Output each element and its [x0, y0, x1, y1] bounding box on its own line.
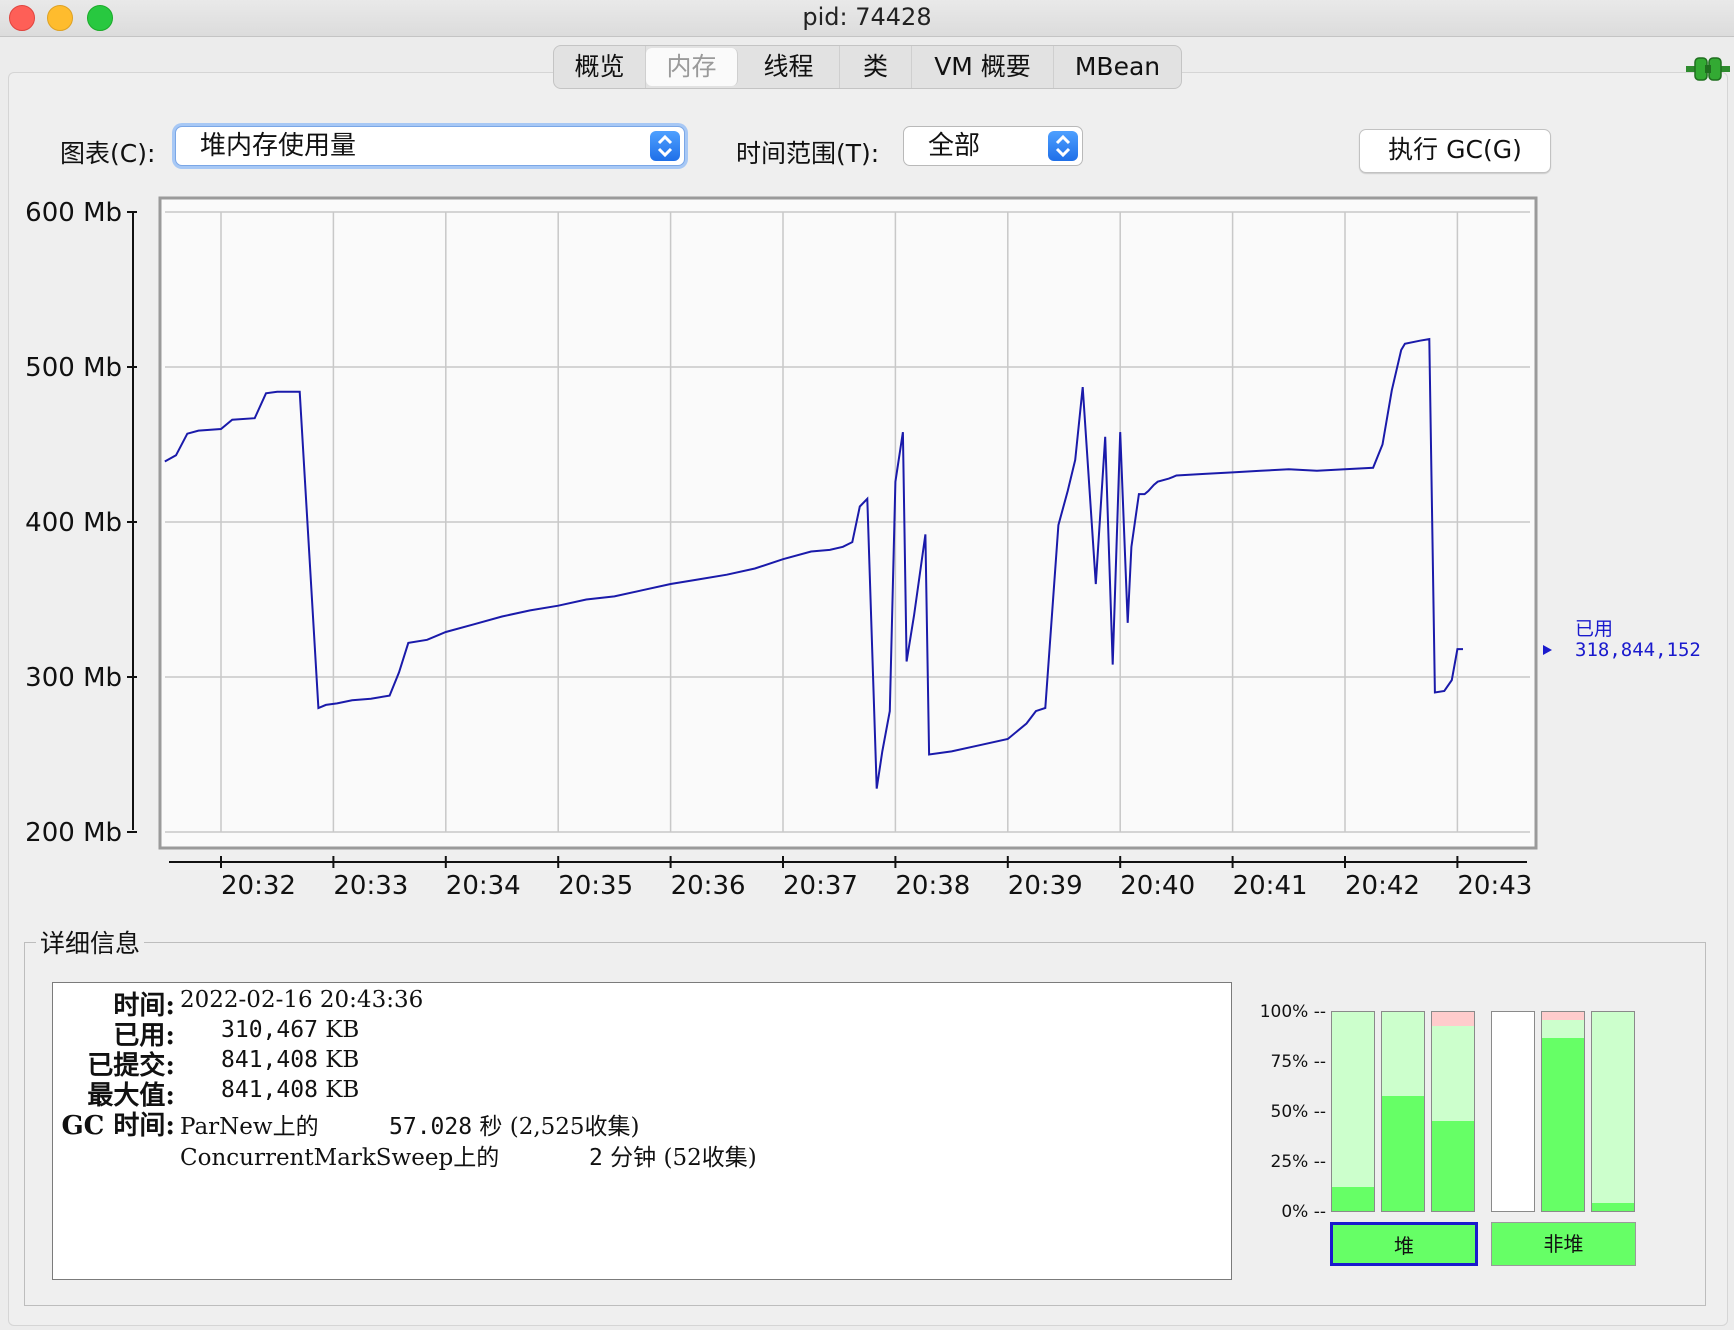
used-unit: KB — [325, 1017, 360, 1043]
tab-overview[interactable]: 概览 — [554, 46, 646, 88]
range-select[interactable]: 全部 — [903, 126, 1083, 166]
heap-usage-chart: 600 Mb 500 Mb 400 Mb 300 Mb 200 Mb 20:32 20:3… — [25, 196, 1701, 901]
used-value: 310,467 — [221, 1017, 318, 1043]
window-title: pid: 74428 — [802, 3, 932, 31]
current-value-number: 318,844,152 — [1575, 639, 1701, 661]
time-label: 时间: — [113, 991, 175, 1021]
x-tick-label: 20:40 — [1120, 871, 1195, 901]
tab-mbean[interactable]: MBean — [1074, 52, 1161, 81]
gc1-name: ParNew上的 — [180, 1114, 319, 1140]
perform-gc-button[interactable]: 执行 GC(G) — [1359, 129, 1551, 173]
x-tick-label: 20:43 — [1457, 871, 1532, 901]
y-tick-label: 300 Mb — [25, 663, 122, 693]
pool-bar[interactable] — [1431, 1011, 1475, 1212]
max-unit: KB — [325, 1077, 360, 1103]
title-bar: pid: 74428 — [0, 0, 1734, 37]
current-value-legend: 已用 318,844,152 — [1543, 618, 1701, 661]
x-tick-label: 20:41 — [1233, 871, 1308, 901]
connection-plug-icon — [1686, 57, 1730, 81]
gc1-value: 57.028 — [389, 1114, 473, 1140]
gc2-value: 2 — [589, 1145, 603, 1171]
committed-unit: KB — [325, 1047, 360, 1073]
tab-bar: 概览 内存 线程 类 VM 概要 MBean — [553, 45, 1182, 89]
x-tick-label: 20:37 — [783, 871, 858, 901]
non-heap-button[interactable]: 非堆 — [1491, 1222, 1636, 1266]
pool-bar[interactable] — [1591, 1011, 1635, 1212]
details-info-box: 时间: 2022-02-16 20:43:36 已用: 310,467 KB 已… — [52, 982, 1232, 1280]
gc-time-label: GC 时间: — [61, 1111, 175, 1141]
pct-label-0: 0% -- — [1281, 1202, 1326, 1222]
gc1-count: (2,525收集) — [509, 1114, 640, 1140]
pct-label-50: 50% -- — [1270, 1102, 1326, 1122]
minimize-window-button[interactable] — [47, 5, 73, 31]
chart-select-label: 图表(C): — [60, 139, 156, 168]
x-tick-label: 20:36 — [671, 871, 746, 901]
heap-button[interactable]: 堆 — [1330, 1222, 1478, 1266]
current-value-marker-icon — [1543, 645, 1552, 655]
details-group — [24, 942, 1706, 1306]
tab-classes[interactable]: 类 — [840, 46, 912, 88]
x-tick-label: 20:35 — [558, 871, 633, 901]
gc1-unit: 秒 — [479, 1114, 503, 1140]
y-tick-label: 500 Mb — [25, 353, 122, 383]
gc2-count: (52收集) — [663, 1145, 757, 1171]
time-value: 2022-02-16 20:43:36 — [180, 987, 424, 1013]
gc2-name: ConcurrentMarkSweep上的 — [180, 1145, 500, 1171]
used-label: 已用: — [113, 1021, 175, 1051]
x-tick-label: 20:32 — [221, 871, 296, 901]
range-select-stepper-icon — [1048, 131, 1078, 161]
y-tick-label: 600 Mb — [25, 198, 122, 228]
y-tick-label: 200 Mb — [25, 818, 122, 848]
x-tick-label: 20:39 — [1008, 871, 1083, 901]
committed-label: 已提交: — [87, 1051, 175, 1081]
used-memory-line — [164, 337, 1463, 789]
max-label: 最大值: — [87, 1081, 175, 1111]
x-tick-label: 20:33 — [333, 871, 408, 901]
x-tick-label: 20:34 — [446, 871, 521, 901]
tab-threads[interactable]: 线程 — [738, 46, 840, 88]
chart-select-value: 堆内存使用量 — [200, 131, 357, 161]
x-tick-label: 20:42 — [1345, 871, 1420, 901]
pool-bar[interactable] — [1381, 1011, 1425, 1212]
committed-value: 841,408 — [221, 1047, 318, 1073]
chart-select[interactable]: 堆内存使用量 — [175, 126, 685, 166]
gc2-unit: 分钟 — [610, 1145, 657, 1171]
pool-bar[interactable] — [1541, 1011, 1585, 1212]
max-value: 841,408 — [221, 1077, 318, 1103]
current-value-label: 已用 — [1575, 618, 1613, 640]
range-select-value: 全部 — [928, 131, 981, 161]
x-tick-label: 20:38 — [895, 871, 970, 901]
pct-label-100: 100% -- — [1259, 1002, 1326, 1022]
tab-memory[interactable]: 内存 — [646, 48, 738, 86]
pool-bar[interactable] — [1491, 1011, 1535, 1212]
plot-area — [158, 196, 1538, 850]
details-title: 详细信息 — [36, 924, 145, 960]
close-window-button[interactable] — [9, 5, 35, 31]
pool-bar[interactable] — [1331, 1011, 1375, 1212]
pct-label-75: 75% -- — [1270, 1052, 1326, 1072]
chart-select-stepper-icon — [650, 131, 680, 161]
y-tick-label: 400 Mb — [25, 508, 122, 538]
range-select-label: 时间范围(T): — [736, 139, 880, 168]
pct-label-25: 25% -- — [1270, 1152, 1326, 1172]
tab-vm-summary[interactable]: VM 概要 — [912, 46, 1054, 88]
maximize-window-button[interactable] — [87, 5, 113, 31]
